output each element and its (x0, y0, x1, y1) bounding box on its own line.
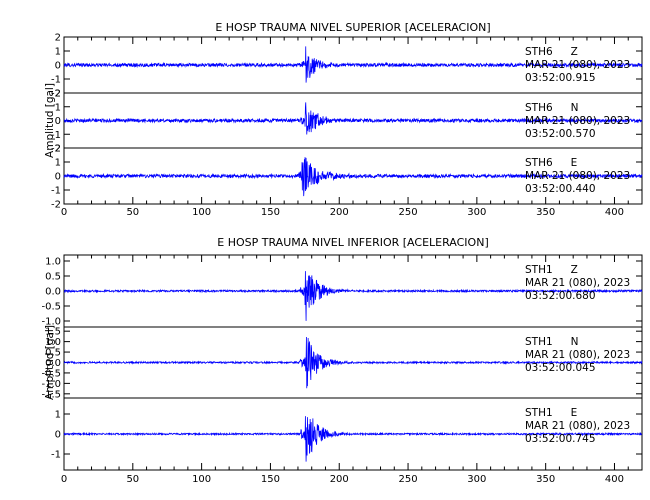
component-code: Z (571, 264, 578, 276)
y-tick-label: 2 (55, 33, 61, 44)
y-tick-label: 1 (55, 102, 61, 113)
date-label: MAR 21 (080), 2023 (525, 59, 630, 71)
x-tick-label: 100 (192, 474, 211, 485)
station-label: STH1 E (525, 407, 577, 419)
waveform-line (63, 46, 643, 83)
x-tick-label: 400 (605, 207, 624, 218)
y-tick-label: -1.0 (41, 379, 61, 390)
y-tick-label: -1 (51, 130, 61, 141)
y-tick-label: -1 (51, 75, 61, 86)
x-tick-label: 150 (261, 474, 280, 485)
x-tick-label: 250 (399, 474, 418, 485)
x-tick-label: 350 (536, 474, 555, 485)
y-tick-label: -1 (51, 450, 61, 461)
y-tick-label: 1 (55, 410, 61, 421)
y-tick-label: -1.5 (41, 389, 61, 400)
station-code: STH1 (525, 264, 553, 276)
waveform-line (63, 416, 643, 462)
station-code: STH1 (525, 336, 553, 348)
y-tick-label: 1.0 (45, 337, 61, 348)
time-label: 03:52:00.915 (525, 72, 596, 84)
component-code: E (571, 407, 578, 419)
y-axis-label: Amplitud [gal] (44, 325, 56, 400)
station-code: STH1 (525, 407, 553, 419)
date-label: MAR 21 (080), 2023 (525, 420, 630, 432)
date-label: MAR 21 (080), 2023 (525, 349, 630, 361)
waveform-line (63, 271, 643, 321)
component-code: N (571, 336, 579, 348)
station-code: STH6 (525, 46, 553, 58)
x-tick-label: 200 (330, 207, 349, 218)
date-label: MAR 21 (080), 2023 (525, 170, 630, 182)
waveform-line (63, 336, 643, 389)
y-tick-label: 0 (55, 172, 61, 183)
x-tick-label: 100 (192, 207, 211, 218)
waveform-line (63, 157, 643, 197)
station-label: STH6 Z (525, 46, 578, 58)
waveform-line (63, 102, 643, 135)
y-tick-label: 0.0 (45, 358, 61, 369)
y-tick-label: -2 (51, 89, 61, 100)
x-tick-label: 250 (399, 207, 418, 218)
station-label: STH1 N (525, 336, 579, 348)
chart-nivel-superior: E HOSP TRAUMA NIVEL SUPERIOR [ACELERACIO… (44, 21, 643, 218)
y-tick-label: 1 (55, 47, 61, 58)
y-tick-label: 2 (55, 89, 61, 100)
y-tick-label: 0 (55, 430, 61, 441)
y-tick-label: -0.5 (41, 302, 61, 313)
y-axis-label: Amplitud [gal] (44, 83, 56, 158)
y-tick-label: 1.5 (45, 327, 61, 338)
time-label: 03:52:00.045 (525, 362, 596, 374)
station-label: STH1 Z (525, 264, 578, 276)
chart-title: E HOSP TRAUMA NIVEL INFERIOR [ACELERACIO… (217, 236, 488, 249)
date-label: MAR 21 (080), 2023 (525, 115, 630, 127)
time-label: 03:52:00.570 (525, 128, 596, 140)
y-tick-label: -1.0 (41, 317, 61, 328)
station-label: STH6 N (525, 102, 579, 114)
x-tick-label: 0 (61, 207, 67, 218)
component-code: Z (571, 46, 578, 58)
y-tick-label: 0.5 (45, 272, 61, 283)
x-tick-label: 0 (61, 474, 67, 485)
y-tick-label: 0 (55, 61, 61, 72)
y-tick-label: -1 (51, 186, 61, 197)
x-tick-label: 150 (261, 207, 280, 218)
station-label: STH6 E (525, 157, 577, 169)
x-tick-label: 200 (330, 474, 349, 485)
chart-nivel-inferior: E HOSP TRAUMA NIVEL INFERIOR [ACELERACIO… (41, 236, 643, 485)
y-tick-label: 0.0 (45, 287, 61, 298)
component-code: N (571, 102, 579, 114)
y-tick-label: 1.0 (45, 257, 61, 268)
x-tick-label: 300 (467, 474, 486, 485)
x-tick-label: 50 (126, 207, 139, 218)
station-code: STH6 (525, 102, 553, 114)
y-tick-label: 1 (55, 158, 61, 169)
x-tick-label: 350 (536, 207, 555, 218)
time-label: 03:52:00.440 (525, 183, 596, 195)
station-code: STH6 (525, 157, 553, 169)
time-label: 03:52:00.745 (525, 433, 596, 445)
date-label: MAR 21 (080), 2023 (525, 277, 630, 289)
y-tick-label: 2 (55, 144, 61, 155)
x-tick-label: 400 (605, 474, 624, 485)
y-tick-label: -0.5 (41, 368, 61, 379)
y-tick-label: 0 (55, 116, 61, 127)
component-code: E (571, 157, 578, 169)
time-label: 03:52:00.680 (525, 290, 596, 302)
chart-title: E HOSP TRAUMA NIVEL SUPERIOR [ACELERACIO… (215, 21, 490, 34)
y-tick-label: -2 (51, 200, 61, 211)
x-tick-label: 50 (126, 474, 139, 485)
x-tick-label: 300 (467, 207, 486, 218)
y-tick-label: 0.5 (45, 348, 61, 359)
y-tick-label: -2 (51, 144, 61, 155)
